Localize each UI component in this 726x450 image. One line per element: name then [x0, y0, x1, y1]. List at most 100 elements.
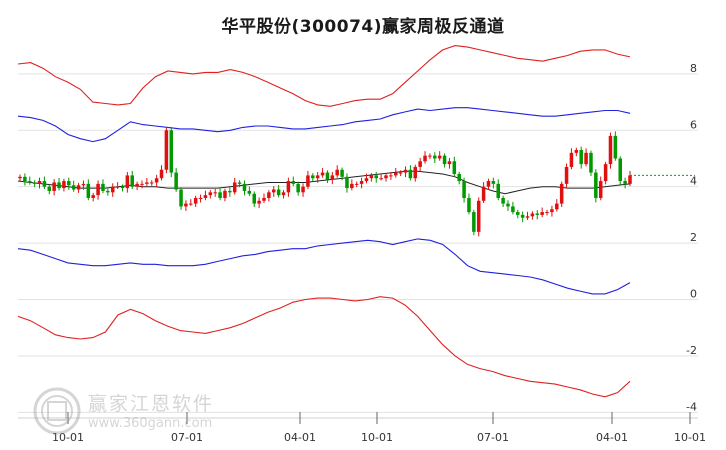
candlestick [413, 164, 418, 182]
candle-body [218, 192, 222, 198]
candlesticks [18, 126, 632, 237]
candlestick [442, 153, 447, 168]
candle-body [457, 173, 461, 182]
candlestick [511, 201, 515, 215]
candlestick [486, 178, 491, 191]
candlestick [159, 165, 164, 181]
candle-body [623, 181, 627, 184]
candlestick [218, 187, 222, 201]
candle-body [228, 190, 232, 193]
candlestick [125, 172, 130, 193]
candlestick [42, 176, 47, 189]
candlestick [286, 177, 291, 197]
y-tick-labels: 8 6 4 2 0 -2 -4 [686, 62, 697, 414]
candlestick [223, 188, 227, 202]
candlestick [96, 180, 100, 200]
candle-body [76, 185, 81, 190]
candlestick [189, 199, 193, 206]
candle-body [550, 209, 554, 213]
y-tick-label: 8 [690, 62, 697, 75]
candlestick [564, 163, 569, 189]
candlestick [228, 187, 232, 197]
candle-body [511, 206, 515, 213]
candle-body [462, 181, 466, 198]
candle-body [384, 175, 388, 179]
candle-body [496, 183, 500, 198]
y-tick-label: 0 [690, 288, 697, 301]
candlestick [374, 172, 378, 183]
candle-body [223, 190, 227, 198]
candle-body [101, 183, 105, 191]
candlestick [232, 177, 237, 195]
candlestick [516, 209, 520, 219]
y-tick-label: 6 [690, 118, 697, 131]
candlestick [203, 190, 208, 201]
candle-body [423, 155, 427, 162]
candlestick [62, 178, 66, 192]
candlestick [467, 193, 471, 215]
candlestick [628, 170, 632, 187]
candle-body [315, 175, 320, 179]
y-tick-label: 2 [690, 231, 697, 244]
candlestick [281, 190, 286, 199]
candle-body [276, 189, 281, 196]
candlestick [272, 186, 276, 197]
candle-body [42, 181, 47, 187]
candle-body [628, 175, 632, 184]
grid-lines [18, 73, 698, 419]
candlestick [71, 180, 76, 192]
candle-body [237, 182, 242, 184]
candlestick [257, 197, 261, 209]
candlestick [354, 181, 359, 188]
candle-body [57, 182, 61, 189]
candle-body [579, 150, 583, 165]
candlestick [452, 156, 457, 177]
candlestick [540, 207, 544, 218]
x-tick-label: 07-01 [171, 431, 203, 444]
candlestick [81, 180, 86, 190]
watermark-name: 赢家江恩软件 [88, 393, 215, 415]
channel-line [17, 45, 631, 107]
candle-body [501, 197, 505, 204]
candle-body [481, 186, 486, 201]
candle-body [301, 186, 305, 193]
candle-body [374, 175, 378, 179]
candlestick [423, 151, 427, 164]
candlestick [296, 181, 300, 196]
candle-body [618, 158, 622, 182]
candlestick [608, 132, 613, 169]
candle-body [389, 175, 393, 177]
candlestick [237, 180, 242, 188]
candlestick [545, 209, 549, 216]
candle-body [67, 181, 71, 186]
candle-body [47, 186, 52, 191]
candle-body [52, 182, 56, 191]
candlestick [335, 165, 339, 178]
candle-body [559, 183, 564, 204]
candlestick [506, 200, 510, 211]
candle-body [203, 195, 208, 198]
candle-body [179, 189, 183, 207]
candle-body [545, 212, 549, 214]
candle-body [476, 200, 481, 232]
candle-body [208, 192, 213, 196]
candlestick [164, 128, 169, 174]
candle-body [242, 183, 247, 191]
candle-body [598, 181, 603, 198]
candle-body [281, 192, 286, 196]
candle-body [135, 183, 139, 187]
y-tick-label: -2 [686, 344, 697, 357]
candle-body [613, 135, 618, 159]
candlestick [574, 147, 579, 157]
candlestick [584, 148, 588, 167]
candlestick [394, 168, 398, 178]
candlestick [613, 131, 618, 161]
candlestick [603, 161, 608, 185]
candlestick [276, 184, 281, 198]
candlestick [145, 177, 149, 187]
candle-body [452, 161, 457, 174]
candlestick [457, 171, 461, 185]
candlestick [389, 172, 393, 180]
candle-body [354, 183, 359, 185]
candlestick [208, 190, 213, 199]
